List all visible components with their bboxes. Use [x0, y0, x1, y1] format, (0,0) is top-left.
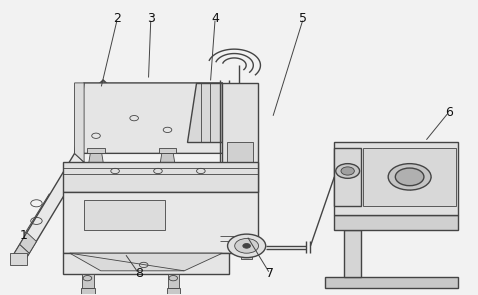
Polygon shape	[12, 153, 84, 265]
Circle shape	[235, 239, 259, 253]
Polygon shape	[344, 230, 360, 277]
Polygon shape	[63, 162, 258, 191]
Polygon shape	[227, 142, 253, 168]
Polygon shape	[87, 148, 105, 153]
Polygon shape	[325, 277, 458, 289]
Text: 2: 2	[114, 12, 121, 25]
Polygon shape	[160, 153, 174, 162]
Polygon shape	[222, 83, 258, 191]
Text: 4: 4	[211, 12, 219, 25]
Polygon shape	[167, 274, 179, 289]
Text: 8: 8	[135, 267, 143, 280]
Polygon shape	[89, 153, 103, 162]
Polygon shape	[12, 244, 29, 265]
Polygon shape	[225, 191, 256, 212]
Text: 3: 3	[147, 12, 155, 25]
Polygon shape	[334, 142, 458, 215]
Polygon shape	[75, 83, 234, 153]
Circle shape	[243, 243, 250, 248]
Polygon shape	[241, 253, 252, 259]
Polygon shape	[186, 83, 222, 142]
Polygon shape	[63, 191, 258, 253]
Text: 7: 7	[266, 267, 274, 280]
Polygon shape	[70, 253, 222, 271]
Circle shape	[395, 168, 424, 186]
Polygon shape	[75, 83, 84, 162]
Polygon shape	[159, 148, 176, 153]
Polygon shape	[81, 289, 95, 294]
Polygon shape	[363, 148, 456, 206]
Polygon shape	[334, 148, 360, 206]
Polygon shape	[334, 215, 458, 230]
Polygon shape	[84, 200, 165, 230]
Text: 6: 6	[445, 106, 453, 119]
Circle shape	[228, 234, 266, 258]
Polygon shape	[82, 274, 94, 289]
Circle shape	[336, 164, 359, 178]
Text: 5: 5	[299, 12, 307, 25]
Polygon shape	[63, 253, 229, 274]
Polygon shape	[84, 80, 113, 106]
Polygon shape	[166, 289, 180, 294]
Circle shape	[388, 164, 431, 190]
Circle shape	[341, 167, 354, 175]
Polygon shape	[20, 233, 36, 253]
Text: 1: 1	[20, 229, 28, 242]
Polygon shape	[10, 253, 27, 265]
